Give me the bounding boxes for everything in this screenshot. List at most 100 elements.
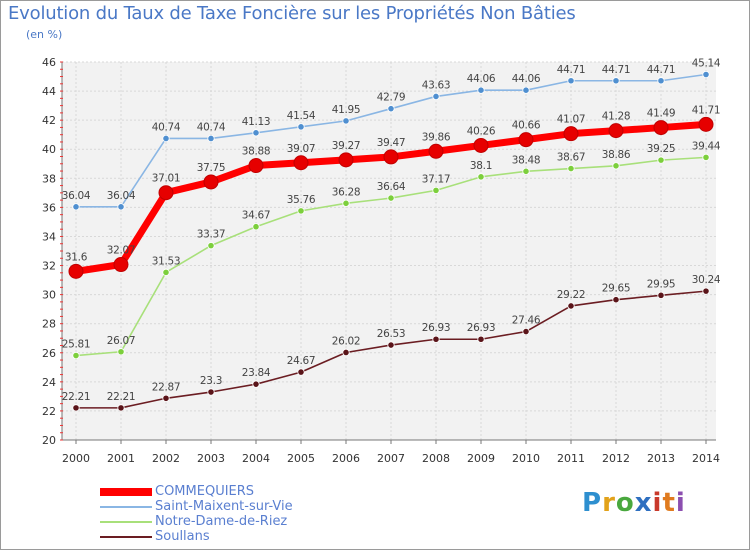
- data-point-notre-dame-de-riez: [162, 268, 170, 276]
- data-point-notre-dame-de-riez: [657, 156, 665, 164]
- data-point-notre-dame-de-riez: [612, 162, 620, 170]
- data-point-soullans: [342, 348, 350, 357]
- legend-label: Soullans: [155, 529, 210, 544]
- data-point-soullans: [657, 291, 665, 299]
- y-tick-label: 44: [42, 85, 56, 98]
- data-point-soullans: [522, 327, 530, 336]
- data-label-saint-maixent-sur-vie: 41.54: [287, 110, 316, 122]
- data-point-notre-dame-de-riez: [342, 199, 350, 207]
- data-label-soullans: 29.65: [602, 283, 631, 295]
- data-label-saint-maixent-sur-vie: 40.74: [152, 121, 181, 133]
- data-point-notre-dame-de-riez: [567, 164, 575, 173]
- data-label-notre-dame-de-riez: 39.25: [647, 143, 676, 155]
- data-point-saint-maixent-sur-vie: [297, 123, 305, 131]
- legend-item-saint-maixent: Saint-Maixent-sur-Vie: [100, 499, 293, 514]
- data-label-commequiers: 39.86: [422, 131, 451, 143]
- data-point-commequiers: [563, 126, 579, 142]
- data-label-notre-dame-de-riez: 37.17: [422, 173, 451, 185]
- data-label-saint-maixent-sur-vie: 42.79: [377, 92, 406, 104]
- data-label-soullans: 22.87: [152, 381, 181, 393]
- data-point-saint-maixent-sur-vie: [432, 92, 440, 101]
- x-tick-label: 2012: [602, 452, 630, 465]
- data-label-saint-maixent-sur-vie: 41.13: [242, 116, 271, 128]
- data-label-commequiers: 41.28: [602, 111, 631, 123]
- data-label-commequiers: 41.71: [692, 104, 721, 116]
- data-label-notre-dame-de-riez: 35.76: [287, 194, 316, 206]
- data-point-soullans: [567, 302, 575, 310]
- x-tick-label: 2002: [152, 452, 180, 465]
- data-point-soullans: [702, 287, 710, 295]
- data-point-commequiers: [653, 120, 669, 136]
- data-point-notre-dame-de-riez: [117, 348, 125, 356]
- data-label-notre-dame-de-riez: 25.81: [62, 339, 91, 351]
- y-tick-label: 32: [42, 260, 56, 273]
- data-label-commequiers: 32.07: [107, 245, 136, 257]
- data-point-saint-maixent-sur-vie: [702, 70, 710, 79]
- data-point-commequiers: [68, 263, 84, 279]
- data-label-saint-maixent-sur-vie: 36.04: [107, 190, 136, 202]
- data-point-notre-dame-de-riez: [522, 167, 530, 175]
- data-point-soullans: [432, 335, 440, 343]
- x-tick-label: 2007: [377, 452, 405, 465]
- data-label-saint-maixent-sur-vie: 36.04: [62, 190, 91, 202]
- y-tick-label: 30: [42, 289, 56, 302]
- data-label-commequiers: 39.27: [332, 140, 361, 152]
- x-tick-label: 2004: [242, 452, 270, 465]
- data-label-saint-maixent-sur-vie: 44.06: [512, 73, 541, 85]
- data-point-commequiers: [203, 174, 219, 190]
- legend-label: Notre-Dame-de-Riez: [155, 514, 288, 529]
- data-point-saint-maixent-sur-vie: [117, 203, 125, 211]
- data-point-soullans: [207, 388, 215, 396]
- data-label-notre-dame-de-riez: 26.07: [107, 335, 136, 347]
- data-point-commequiers: [293, 155, 309, 171]
- data-label-soullans: 26.93: [467, 322, 496, 334]
- x-tick-label: 2014: [692, 452, 720, 465]
- x-tick-label: 2011: [557, 452, 585, 465]
- data-point-soullans: [72, 404, 80, 412]
- data-point-notre-dame-de-riez: [252, 223, 260, 231]
- data-label-notre-dame-de-riez: 38.67: [557, 152, 586, 164]
- data-point-soullans: [477, 335, 485, 343]
- y-tick-label: 22: [42, 405, 56, 418]
- data-point-saint-maixent-sur-vie: [477, 86, 485, 94]
- x-tick-label: 2013: [647, 452, 675, 465]
- data-point-saint-maixent-sur-vie: [162, 134, 170, 143]
- data-point-saint-maixent-sur-vie: [522, 86, 530, 94]
- data-label-notre-dame-de-riez: 38.1: [470, 160, 492, 172]
- data-point-notre-dame-de-riez: [432, 186, 440, 194]
- y-tick-label: 24: [42, 376, 56, 389]
- data-point-notre-dame-de-riez: [207, 242, 215, 250]
- legend-label: Saint-Maixent-sur-Vie: [155, 499, 293, 514]
- data-point-soullans: [387, 341, 395, 349]
- data-label-soullans: 30.24: [692, 274, 721, 286]
- data-point-soullans: [612, 296, 620, 304]
- data-point-saint-maixent-sur-vie: [207, 134, 215, 143]
- data-label-notre-dame-de-riez: 33.37: [197, 229, 226, 241]
- data-label-notre-dame-de-riez: 31.53: [152, 255, 181, 267]
- data-label-commequiers: 37.01: [152, 173, 181, 185]
- data-point-notre-dame-de-riez: [297, 207, 305, 215]
- data-label-saint-maixent-sur-vie: 43.63: [422, 79, 451, 91]
- data-label-saint-maixent-sur-vie: 45.14: [692, 58, 721, 70]
- x-tick-label: 2000: [62, 452, 90, 465]
- data-label-soullans: 22.21: [107, 391, 136, 403]
- data-point-commequiers: [473, 137, 489, 153]
- data-label-soullans: 22.21: [62, 391, 91, 403]
- x-tick-label: 2010: [512, 452, 540, 465]
- data-point-saint-maixent-sur-vie: [342, 117, 350, 125]
- x-tick-label: 2005: [287, 452, 315, 465]
- data-label-soullans: 26.53: [377, 328, 406, 340]
- data-label-saint-maixent-sur-vie: 41.95: [332, 104, 361, 116]
- data-label-commequiers: 41.49: [647, 108, 676, 120]
- data-point-commequiers: [518, 132, 534, 148]
- y-tick-label: 36: [42, 201, 56, 214]
- data-label-soullans: 23.84: [242, 367, 271, 379]
- data-point-commequiers: [383, 149, 399, 165]
- data-point-commequiers: [248, 158, 264, 174]
- data-point-saint-maixent-sur-vie: [567, 77, 575, 85]
- legend-item-notre-dame: Notre-Dame-de-Riez: [100, 514, 293, 529]
- data-label-commequiers: 31.6: [65, 251, 88, 263]
- legend-swatch-commequiers: [100, 487, 152, 496]
- legend-item-soullans: Soullans: [100, 529, 293, 544]
